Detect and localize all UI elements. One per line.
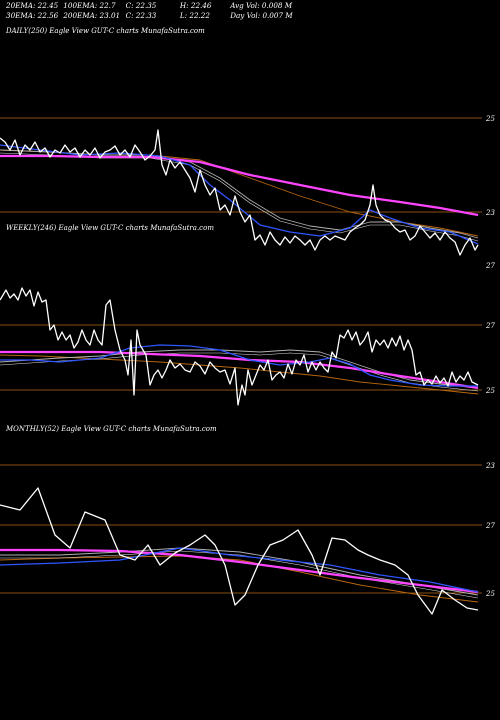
y-tick-label: 27 xyxy=(485,262,495,270)
gridlines xyxy=(0,117,482,594)
stat-avg-vol: Avg Vol: 0.008 M xyxy=(230,1,293,10)
monthly-panel-label: MONTHLY(52) Eagle View GUT-C charts Muna… xyxy=(6,425,217,433)
stats-row-1: 20EMA: 22.45 100EMA: 22.7 C: 22.35 H: 22… xyxy=(6,1,293,11)
stat-low: L: 22.22 xyxy=(179,10,210,20)
ema-fast-line xyxy=(0,547,479,593)
ema-mid-line xyxy=(0,149,479,239)
stat-close: C: 22.35 xyxy=(125,1,157,10)
price-line xyxy=(0,487,479,615)
ema-fast-line xyxy=(0,344,478,387)
stats-header: 20EMA: 22.45 100EMA: 22.7 C: 22.35 H: 22… xyxy=(6,1,293,20)
price-line xyxy=(0,287,479,406)
y-tick-label: 25 xyxy=(485,115,495,123)
stat-30ema: 30EMA: 22.56 xyxy=(6,10,59,20)
y-tick-label: 25 xyxy=(485,387,495,395)
stat-100ema: 100EMA: 22.7 xyxy=(63,1,116,10)
ema-mid-line-2 xyxy=(0,550,479,599)
y-tick-label: 25 xyxy=(485,590,495,598)
price-axis-labels: 25 23 27 27 25 23 27 25 xyxy=(485,115,495,598)
stat-day-vol: Day Vol: 0.007 M xyxy=(230,10,293,20)
daily-panel-label: DAILY(250) Eagle View GUT-C charts Munaf… xyxy=(6,27,205,35)
ema-mid-line-2 xyxy=(0,152,479,242)
price-line xyxy=(0,129,479,256)
stat-high: H: 22.46 xyxy=(179,1,212,10)
y-tick-label: 23 xyxy=(485,462,495,470)
stat-20ema: 20EMA: 22.45 xyxy=(6,1,59,10)
weekly-panel-label: WEEKLY(246) Eagle View GUT-C charts Muna… xyxy=(6,224,214,232)
ema-fast-line xyxy=(0,144,479,245)
y-tick-label: 23 xyxy=(485,209,495,217)
y-tick-label: 27 xyxy=(485,322,495,330)
series-lines xyxy=(0,129,479,615)
stat-200ema: 200EMA: 23.01 xyxy=(63,10,121,20)
stats-row-2: 30EMA: 22.56 200EMA: 23.01 C: 22.33 L: 2… xyxy=(6,11,293,21)
ema-mid-line xyxy=(0,349,479,389)
ema-brown-line xyxy=(0,354,479,395)
ema-slow-line xyxy=(0,548,479,594)
y-tick-label: 27 xyxy=(485,522,495,530)
stat-close-2: C: 22.33 xyxy=(125,10,157,20)
ema-slow-line xyxy=(0,154,479,217)
ema-brown-line xyxy=(0,555,479,603)
